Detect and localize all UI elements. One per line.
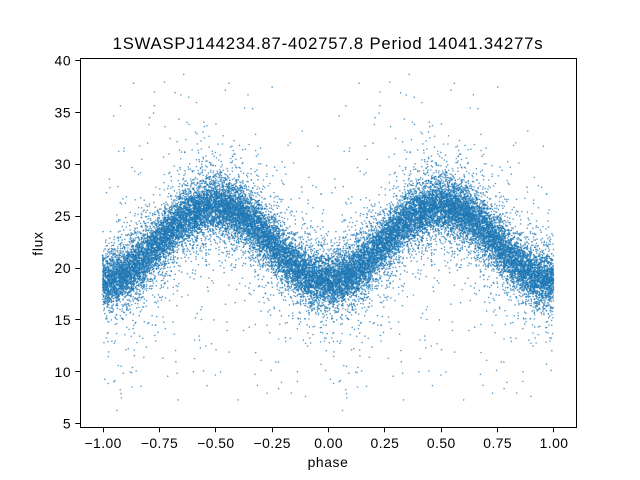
svg-text:0.75: 0.75: [483, 435, 512, 451]
svg-text:−0.25: −0.25: [254, 435, 291, 451]
svg-text:flux: flux: [30, 231, 46, 255]
svg-text:phase: phase: [308, 454, 349, 470]
svg-text:−1.00: −1.00: [84, 435, 121, 451]
svg-text:−0.50: −0.50: [197, 435, 234, 451]
svg-text:−0.75: −0.75: [141, 435, 178, 451]
svg-text:25: 25: [54, 208, 71, 224]
svg-text:15: 15: [54, 312, 71, 328]
svg-text:1SWASPJ144234.87-402757.8 Peri: 1SWASPJ144234.87-402757.8 Period 14041.3…: [113, 34, 544, 53]
svg-text:35: 35: [54, 104, 71, 120]
svg-text:40: 40: [54, 52, 71, 68]
svg-text:0.50: 0.50: [427, 435, 456, 451]
svg-text:1.00: 1.00: [540, 435, 569, 451]
svg-text:30: 30: [54, 156, 71, 172]
svg-text:10: 10: [54, 364, 71, 380]
svg-text:0.00: 0.00: [314, 435, 343, 451]
svg-text:0.25: 0.25: [371, 435, 400, 451]
svg-text:20: 20: [54, 260, 71, 276]
svg-text:5: 5: [63, 416, 71, 432]
